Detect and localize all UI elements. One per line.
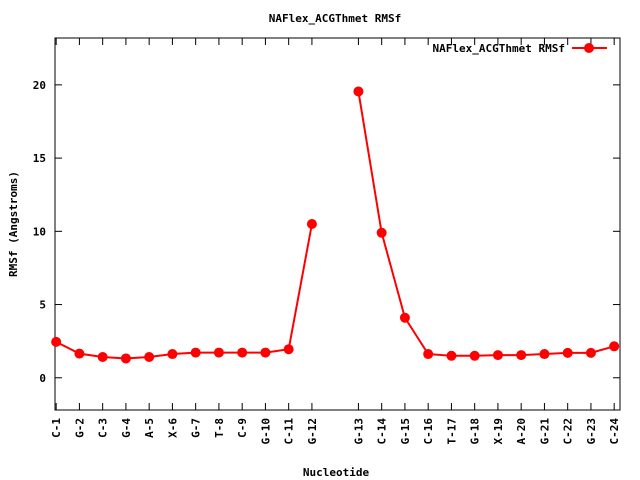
x-tick-label: C-3 — [97, 418, 110, 438]
plot-frame — [54, 37, 621, 411]
x-tick-label: G-13 — [352, 418, 365, 445]
data-point — [97, 351, 108, 362]
x-tick-label: C-16 — [422, 418, 435, 445]
data-point — [74, 348, 85, 359]
y-tick-label: 10 — [33, 225, 46, 238]
data-point — [167, 349, 178, 360]
data-point — [516, 350, 527, 361]
x-tick-label: C-24 — [608, 418, 621, 445]
data-point — [469, 350, 480, 361]
data-point — [237, 347, 248, 358]
data-point — [539, 349, 550, 360]
x-tick-label: G-15 — [399, 418, 412, 445]
data-point — [609, 341, 620, 352]
x-tick-label: X-19 — [492, 418, 505, 445]
x-tick-label: G-21 — [538, 418, 551, 445]
data-point — [283, 344, 294, 355]
data-point — [51, 336, 62, 347]
series-line — [55, 223, 313, 360]
series-group — [51, 86, 620, 364]
data-point — [120, 353, 131, 364]
x-tick-label: X-6 — [166, 418, 179, 438]
x-tick-label: G-7 — [190, 418, 203, 438]
data-point — [399, 312, 410, 323]
y-axis: 0 5 10 15 20 — [33, 79, 620, 385]
x-tick-label: G-23 — [585, 418, 598, 445]
x-tick-label: G-12 — [306, 418, 319, 445]
y-tick-label: 15 — [33, 152, 46, 165]
data-point — [376, 227, 387, 238]
data-point — [353, 86, 364, 97]
x-tick-label: C-22 — [562, 418, 575, 445]
legend-label: NAFlex_ACGThmet RMSf — [433, 42, 565, 55]
chart-title: NAFlex_ACGThmet RMSf — [269, 12, 401, 25]
x-tick-label: C-9 — [236, 418, 249, 438]
data-point — [492, 350, 503, 361]
x-axis: C-1 G-2 C-3 G-4 A-5 X-6 G-7 T-8 C-9 G-10 C-11 G-12 G… — [50, 38, 621, 445]
y-axis-label: RMSf (Angstroms) — [7, 171, 20, 277]
y-tick-label: 5 — [39, 299, 46, 312]
data-point — [213, 347, 224, 358]
x-tick-label: A-20 — [515, 418, 528, 445]
x-axis-label: Nucleotide — [303, 466, 370, 479]
data-point — [144, 351, 155, 362]
x-tick-label: C-14 — [376, 418, 389, 445]
x-tick-label: G-18 — [469, 418, 482, 445]
data-point — [260, 347, 271, 358]
data-point — [585, 347, 596, 358]
x-tick-label: A-5 — [143, 418, 156, 438]
legend-marker — [584, 43, 594, 53]
x-tick-label: C-11 — [283, 418, 296, 445]
series-line — [357, 91, 615, 357]
x-tick-label: T-8 — [213, 418, 226, 438]
x-tick-label: T-17 — [445, 418, 458, 445]
x-tick-label: G-2 — [73, 418, 86, 438]
data-point — [306, 219, 317, 229]
x-tick-label: G-10 — [259, 418, 272, 445]
data-point — [423, 349, 434, 360]
data-point — [562, 347, 573, 358]
y-tick-label: 0 — [39, 372, 46, 385]
data-point — [190, 347, 201, 358]
x-tick-label: G-4 — [120, 418, 133, 438]
y-tick-label: 20 — [33, 79, 46, 92]
x-tick-label: C-1 — [50, 418, 63, 438]
legend: NAFlex_ACGThmet RMSf — [433, 42, 607, 55]
data-point — [446, 350, 457, 361]
